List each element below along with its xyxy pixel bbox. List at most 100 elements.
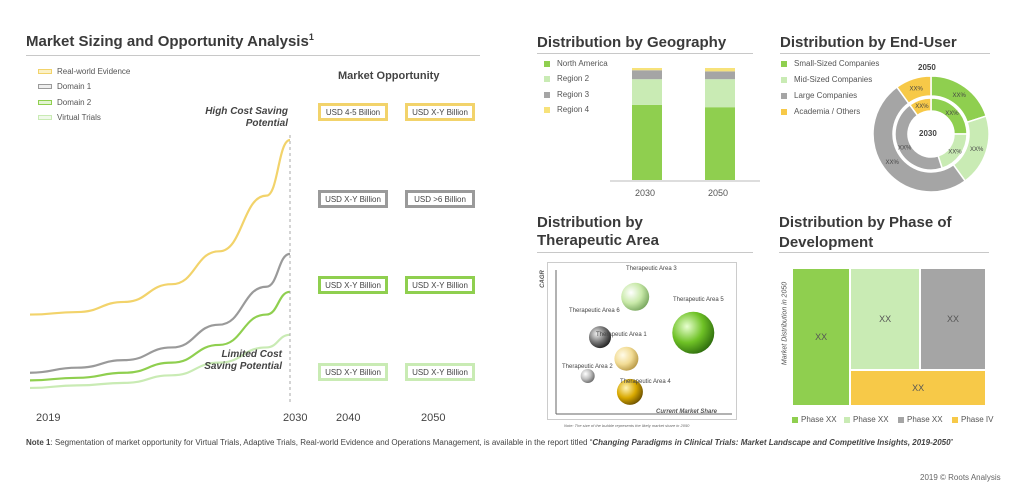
- series-line: [30, 290, 291, 382]
- geo-legend-region-2: Region 2: [544, 74, 589, 83]
- market-title-rule: [26, 55, 480, 56]
- donut-slice: [872, 86, 967, 193]
- phase-cell: XX: [850, 370, 986, 406]
- geo-title-rule: [537, 53, 753, 54]
- bubble: [621, 282, 650, 311]
- geo-bar-segment: [632, 104, 662, 180]
- phase-title-rule: [779, 252, 989, 253]
- limited-cost-label-line-1: Limited Cost: [221, 349, 282, 360]
- legend-swatch-light-green: [38, 115, 52, 120]
- legend-label: Phase XX: [853, 415, 889, 424]
- donut-slice: [895, 75, 932, 105]
- enduser-legend-mid: Mid-Sized Companies: [781, 75, 872, 84]
- phase-title-line-1: Distribution by Phase of: [779, 214, 952, 231]
- phase-legend-1: Phase XX: [792, 415, 837, 424]
- therapeutic-title-rule: [537, 252, 753, 253]
- limited-cost-label: Limited Cost Saving Potential: [170, 349, 282, 373]
- geo-bar-segment: [705, 107, 735, 180]
- legend-label: Virtual Trials: [57, 113, 101, 122]
- opp-box-row2-2050: USD >6 Billion: [405, 190, 475, 208]
- donut-slice-label: XX%: [885, 160, 899, 166]
- legend-swatch: [781, 60, 787, 67]
- footnote-text: : Segmentation of market opportunity for…: [50, 438, 593, 447]
- bubble-label-area-5: Therapeutic Area 5: [673, 297, 724, 303]
- bubble: [672, 311, 715, 354]
- legend-swatch: [544, 106, 550, 113]
- bubble: [580, 369, 595, 383]
- donut-outer-year: 2050: [918, 63, 936, 72]
- donut-slice-label: XX%: [970, 147, 984, 153]
- legend-label: Region 3: [557, 90, 590, 99]
- phase-legend-3: Phase XX: [898, 415, 943, 424]
- geo-legend-region-3: Region 3: [544, 90, 589, 99]
- opp-box-row3-2050: USD X-Y Billion: [405, 276, 475, 294]
- legend-swatch: [898, 416, 904, 423]
- legend-label: North America: [557, 59, 608, 68]
- bubble: [616, 378, 643, 405]
- market-line-chart: [30, 138, 291, 390]
- phase-cell: XX: [850, 268, 921, 371]
- geo-bar-segment: [632, 68, 662, 71]
- geo-bar-segment: [632, 79, 662, 105]
- legend-swatch: [781, 92, 787, 99]
- legend-label: Region 4: [557, 105, 590, 114]
- bubble-label-area-3: Therapeutic Area 3: [626, 266, 677, 272]
- geo-bar-chart: [610, 68, 760, 182]
- phase-mekko-chart: XX XX XX XX: [792, 268, 986, 406]
- legend-swatch-green: [38, 100, 52, 105]
- series-line: [30, 138, 291, 316]
- legend-label: Mid-Sized Companies: [794, 75, 873, 84]
- therapeutic-title-line-2: Therapeutic Area: [537, 232, 659, 249]
- phase-cell: XX: [792, 268, 851, 406]
- geo-bar-segment: [705, 68, 735, 72]
- donut-slice-label: XX%: [915, 104, 929, 110]
- phase-legend-4: Phase IV: [952, 415, 993, 424]
- series-line: [30, 252, 291, 374]
- donut-slice-label: XX%: [898, 145, 912, 151]
- therapeutic-title: Distribution by Therapeutic Area: [537, 214, 659, 250]
- footnote-bold: Note 1: [26, 438, 51, 447]
- enduser-title: Distribution by End-User: [780, 34, 957, 51]
- market-title: Market Sizing and Opportunity Analysis1: [26, 32, 314, 50]
- geo-x-label-2030: 2030: [635, 188, 656, 198]
- legend-swatch-grey: [38, 84, 52, 89]
- bubble-x-axis-label: Current Market Share: [656, 409, 718, 415]
- phase-cell: XX: [920, 268, 986, 371]
- legend-swatch: [844, 416, 850, 423]
- bubble-label-area-6: Therapeutic Area 6: [569, 308, 620, 314]
- therapeutic-title-line-1: Distribution by: [537, 214, 643, 231]
- opp-box-row1-2040: USD 4-5 Billion: [318, 103, 388, 121]
- year-2030: 2030: [283, 412, 308, 424]
- opp-box-row3-2040: USD X-Y Billion: [318, 276, 388, 294]
- enduser-legend-small: Small-Sized Companies: [781, 59, 879, 68]
- legend-domain-2: Domain 2: [38, 98, 91, 107]
- geo-legend-region-4: Region 4: [544, 105, 589, 114]
- legend-label: Domain 1: [57, 82, 92, 91]
- year-2019: 2019: [36, 412, 61, 424]
- legend-label: Phase IV: [961, 415, 994, 424]
- market-title-text: Market Sizing and Opportunity Analysis: [26, 33, 309, 50]
- donut-slice-label: XX%: [909, 86, 923, 92]
- geo-bar-segment: [705, 71, 735, 80]
- phase-title: Distribution by Phase of Development: [779, 213, 952, 253]
- geo-legend-north-america: North America: [544, 59, 608, 68]
- bubble-y-axis-label: CAGR: [539, 270, 546, 288]
- legend-swatch: [792, 416, 798, 423]
- opp-box-row4-2040: USD X-Y Billion: [318, 363, 388, 381]
- legend-label: Domain 2: [57, 98, 92, 107]
- enduser-donut-chart: XX% XX% XX% XX% XX% XX% XX% XX%: [872, 75, 990, 193]
- footnote: Note 1: Segmentation of market opportuni…: [26, 437, 986, 448]
- donut-slice-label: XX%: [953, 93, 967, 99]
- geo-x-label-2050: 2050: [708, 188, 729, 198]
- opp-box-row1-2050: USD X-Y Billion: [405, 103, 475, 121]
- phase-title-line-2: Development: [779, 234, 874, 251]
- phase-legend-2: Phase XX: [844, 415, 889, 424]
- legend-label: Small-Sized Companies: [794, 59, 880, 68]
- donut-slice: [908, 97, 932, 117]
- legend-swatch: [952, 416, 958, 423]
- legend-label: Phase XX: [907, 415, 943, 424]
- projection-divider: [289, 135, 291, 405]
- donut-slice-label: XX%: [945, 111, 959, 117]
- legend-label: Large Companies: [794, 91, 858, 100]
- year-2040: 2040: [336, 412, 361, 424]
